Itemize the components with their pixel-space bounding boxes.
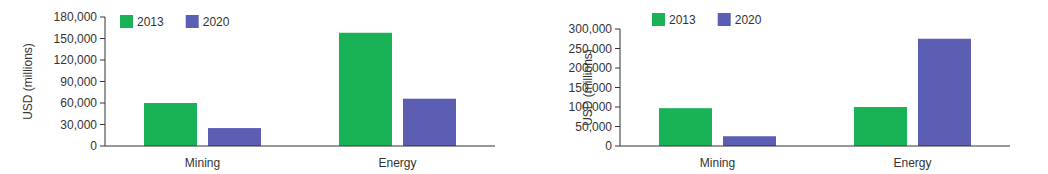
x-tick-label: Energy (378, 156, 416, 170)
y-tick (615, 107, 620, 108)
x-axis (105, 146, 495, 147)
y-tick (100, 124, 105, 125)
legend-swatch (652, 13, 665, 26)
y-tick-label: 0 (90, 139, 97, 153)
x-tick-label: Mining (185, 156, 220, 170)
bar (659, 108, 712, 146)
legend-label: 2013 (669, 13, 696, 27)
y-axis-label: USD (millions) (21, 43, 35, 120)
y-tick (615, 87, 620, 88)
y-tick-label: 180,000 (54, 10, 98, 24)
y-tick (100, 103, 105, 104)
y-tick (100, 146, 105, 147)
y-tick (100, 38, 105, 39)
y-tick (615, 48, 620, 49)
bar (339, 33, 392, 146)
y-tick (100, 81, 105, 82)
legend-label: 2020 (203, 15, 230, 29)
bar (723, 136, 776, 146)
y-axis (620, 29, 621, 146)
legend-swatch (120, 15, 133, 28)
y-axis-label: USD (millions) (581, 49, 595, 126)
bars (144, 33, 456, 146)
y-tick-label: 300,000 (569, 22, 613, 36)
bars (659, 39, 971, 146)
bar (918, 39, 971, 146)
y-tick-label: 120,000 (54, 53, 98, 67)
y-tick-label: 60,000 (60, 96, 97, 110)
legend-label: 2013 (137, 15, 164, 29)
y-tick-label: 90,000 (60, 75, 97, 89)
y-tick-label: 150,000 (54, 32, 98, 46)
y-axis (105, 17, 106, 146)
legend: 2013 2020 (120, 15, 230, 29)
legend-label: 2020 (735, 13, 762, 27)
y-tick-label: 0 (605, 139, 612, 153)
y-tick (615, 126, 620, 127)
bar (403, 99, 456, 146)
chart: 050,000100,000150,000200,000250,000300,0… (569, 13, 1010, 170)
legend-swatch (186, 15, 199, 28)
bar (208, 128, 261, 146)
y-tick (615, 68, 620, 69)
chart-canvas: 0 30,000 60,000 90,000 120,000 150,000 180,000… (0, 0, 1048, 174)
bar (854, 107, 907, 146)
x-tick-label: Energy (893, 156, 931, 170)
chart: 0 30,000 60,000 90,000 120,000 150,000 180,000… (21, 10, 495, 170)
legend: 2013 2020 (652, 13, 762, 27)
y-tick-label: 30,000 (60, 118, 97, 132)
y-tick (615, 29, 620, 30)
y-tick (100, 60, 105, 61)
x-tick-label: Mining (700, 156, 735, 170)
legend-swatch (718, 13, 731, 26)
x-axis (620, 146, 1010, 147)
bar (144, 103, 197, 146)
y-tick (100, 17, 105, 18)
y-tick (615, 146, 620, 147)
